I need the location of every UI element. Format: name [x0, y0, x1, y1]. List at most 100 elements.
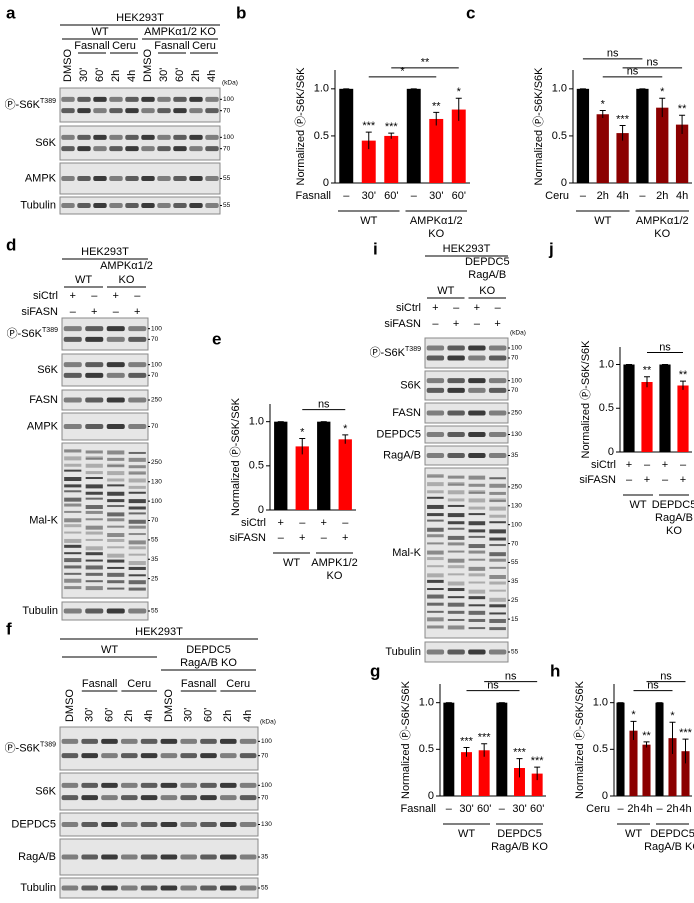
row-label-sup: T389	[40, 741, 56, 748]
significance: *	[660, 86, 665, 98]
band	[85, 456, 103, 459]
lane-label: DMSO	[142, 49, 154, 82]
band	[64, 510, 82, 513]
band	[61, 854, 79, 860]
band	[427, 474, 444, 476]
band	[101, 854, 118, 860]
row-label-text: Mal-K	[392, 547, 421, 559]
band	[219, 795, 237, 801]
row-label: FASN	[392, 407, 421, 419]
treatment-label: +	[432, 302, 438, 314]
band	[447, 432, 465, 437]
band	[93, 108, 107, 114]
band	[85, 538, 103, 541]
treatment-label: +	[91, 306, 97, 318]
band	[85, 471, 103, 475]
band	[489, 477, 506, 480]
bar	[596, 114, 609, 183]
panel-letter: h	[550, 661, 560, 680]
significance: *	[631, 709, 636, 721]
error-bar	[433, 111, 440, 126]
kda-label: (kDa)	[222, 80, 238, 87]
row-label: 4h	[676, 190, 688, 202]
y-tick-label: 1.0	[552, 83, 567, 95]
row-name: siFASN	[229, 532, 266, 544]
significance: **	[642, 730, 651, 742]
band	[85, 362, 104, 368]
y-axis-label: Normalized Ⓟ-S6K/S6K	[573, 680, 586, 799]
lane-label: 4h	[206, 70, 218, 82]
lane-label: DMSO	[163, 689, 175, 722]
row-label-text: AMPK	[27, 420, 59, 432]
bar	[295, 446, 309, 510]
band	[107, 478, 125, 482]
significance: *	[670, 710, 675, 722]
panel-letter: i	[373, 239, 378, 258]
marker-label: 100	[151, 498, 162, 505]
panel-letter: e	[212, 329, 221, 348]
error-bar	[388, 132, 395, 139]
treatment-label: +	[113, 290, 119, 302]
band	[427, 573, 444, 578]
group-label: WT	[437, 285, 454, 297]
panel-letter: a	[6, 3, 16, 22]
band	[64, 477, 82, 482]
band	[61, 822, 79, 827]
band	[427, 550, 444, 555]
row-label: +	[299, 532, 305, 544]
band	[157, 134, 171, 140]
band	[489, 581, 506, 585]
row-label-text: Tubulin	[20, 882, 56, 894]
band	[61, 795, 79, 801]
row-label: Ⓟ-S6KT389	[7, 327, 59, 340]
band	[101, 885, 118, 891]
row-label: Tubulin	[22, 605, 58, 617]
band	[157, 108, 171, 114]
bar	[623, 364, 635, 452]
marker-label: 70	[511, 387, 519, 394]
band	[125, 146, 139, 152]
band	[489, 618, 506, 623]
band	[180, 738, 198, 744]
y-tick-label: 1.0	[314, 83, 329, 95]
row-label: –	[299, 517, 306, 529]
group-label: KO	[479, 285, 495, 297]
band	[128, 540, 146, 545]
lane-label: 4h	[242, 710, 254, 722]
band	[427, 534, 444, 538]
band	[489, 627, 506, 631]
blot-strip	[61, 317, 149, 351]
bar	[681, 751, 690, 796]
row-label: Tubulin	[20, 199, 56, 211]
group-label: AMPKα1/2	[410, 215, 463, 227]
blot-strip	[59, 772, 259, 811]
marker-label: 100	[511, 345, 522, 352]
band	[64, 558, 82, 563]
significance: **	[643, 365, 652, 377]
band	[85, 505, 103, 510]
band	[109, 96, 123, 102]
band	[128, 485, 146, 489]
band	[219, 822, 237, 827]
error-bar	[659, 97, 666, 118]
band	[128, 326, 147, 332]
band	[93, 134, 107, 140]
band	[489, 566, 506, 569]
bracket-label: ns	[647, 680, 659, 692]
y-axis-label: Normalized Ⓟ-S6K/S6K	[532, 67, 545, 186]
band	[85, 586, 103, 591]
row-label: –	[626, 474, 633, 486]
row-label: DEPDC5	[376, 428, 421, 440]
significance: ***	[513, 747, 527, 759]
marker-label: 100	[223, 134, 234, 141]
band	[489, 597, 506, 602]
subgroup-label: Fasnall	[181, 678, 216, 690]
group-label: RagA/B KO	[180, 657, 237, 669]
band	[128, 506, 146, 510]
band	[128, 457, 146, 462]
panel-letter: b	[236, 3, 246, 22]
subgroup-label: Ceru	[127, 678, 151, 690]
band	[447, 387, 465, 393]
row-label: 2h	[597, 190, 609, 202]
band	[125, 176, 139, 181]
